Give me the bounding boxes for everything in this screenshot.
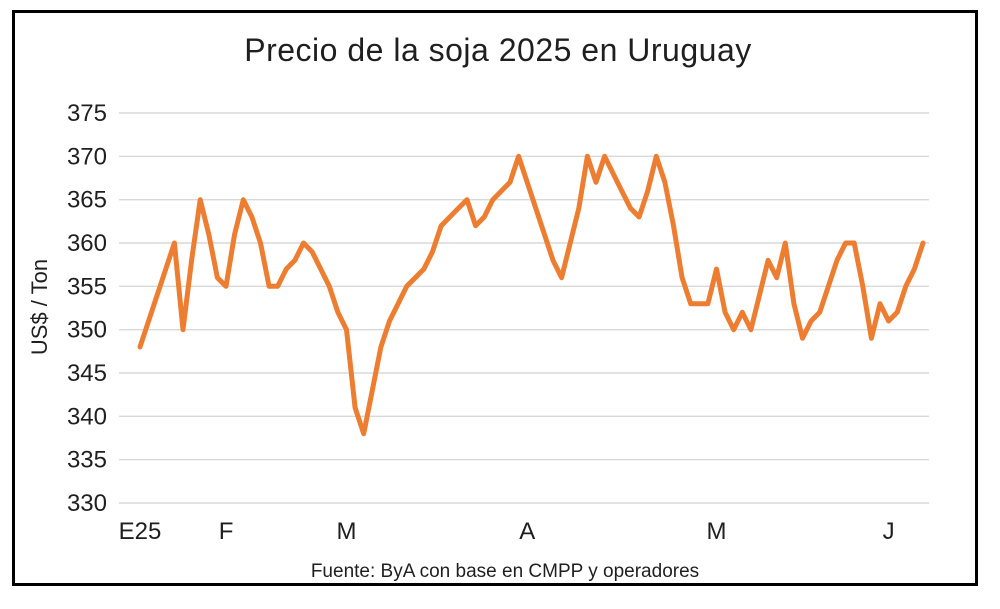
y-tick-label-360: 360 — [67, 230, 107, 257]
y-tick-label-335: 335 — [67, 447, 107, 474]
price-line-series — [137, 153, 926, 437]
x-tick-label-4-A: A — [519, 518, 535, 545]
y-tick-label-375: 375 — [67, 100, 107, 127]
y-tick-label-350: 350 — [67, 317, 107, 344]
y-tick-label-345: 345 — [67, 360, 107, 387]
source-note: Fuente: ByA con base en CMPP y operadore… — [310, 561, 700, 582]
x-tick-label-1-E25: E25 — [119, 518, 162, 545]
y-tick-label-365: 365 — [67, 187, 107, 214]
x-tick-label-2-F: F — [219, 518, 234, 545]
chart-frame — [12, 10, 978, 586]
chart-title: Precio de la soja 2025 en Uruguay — [244, 32, 752, 68]
y-tick-label-330: 330 — [67, 490, 107, 517]
x-tick-label-3-M: M — [337, 518, 357, 545]
x-tick-label-6-J: J — [883, 518, 895, 545]
y-tick-label-370: 370 — [67, 143, 107, 170]
y-tick-label-340: 340 — [67, 403, 107, 430]
x-tick-label-5-M: M — [706, 518, 726, 545]
y-tick-label-355: 355 — [67, 273, 107, 300]
